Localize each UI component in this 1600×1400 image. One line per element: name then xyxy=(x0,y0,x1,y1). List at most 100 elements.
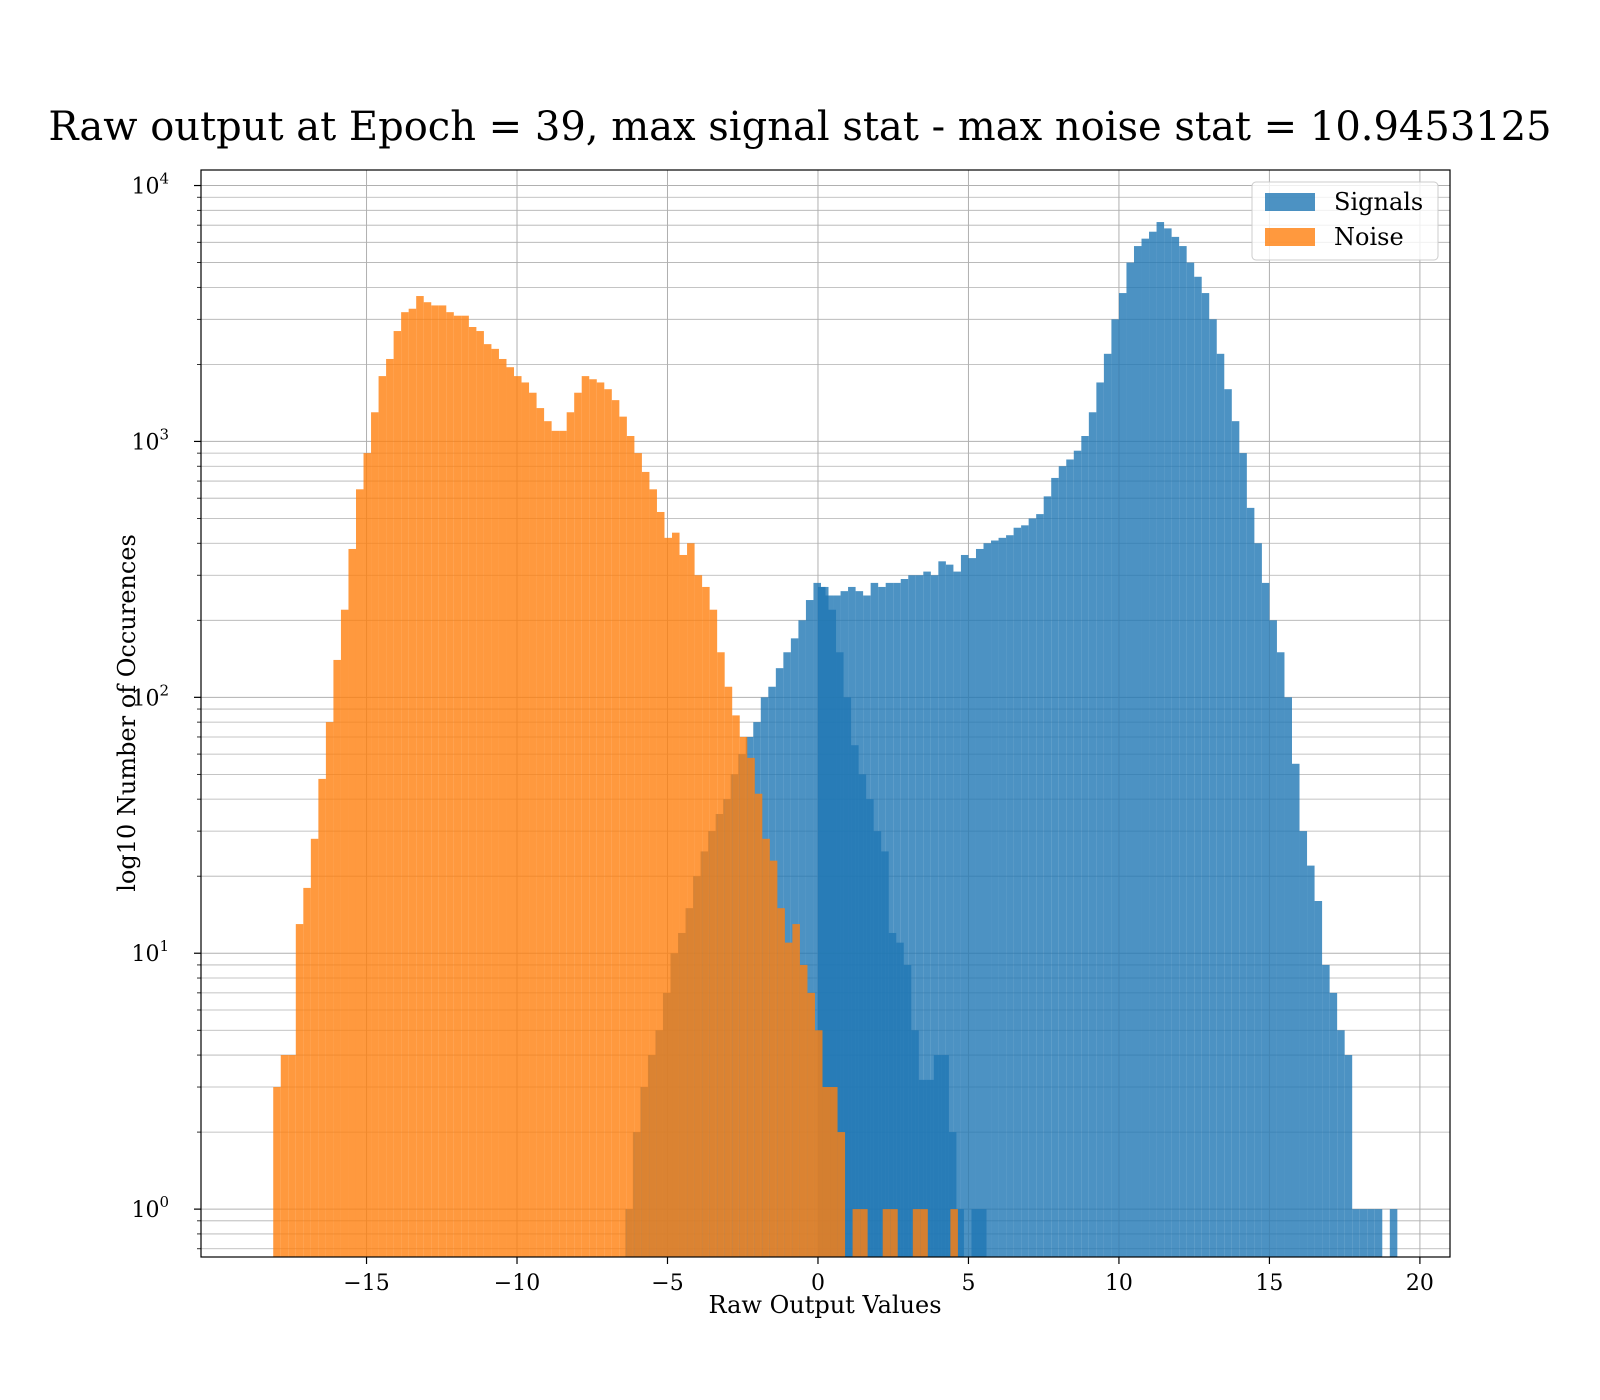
noise-bar xyxy=(890,1209,898,1257)
signals-bar xyxy=(833,595,841,1257)
signals-bar xyxy=(1126,262,1134,1258)
noise-bar xyxy=(483,344,492,1257)
histogram-bars xyxy=(273,222,1398,1258)
signals-bar xyxy=(1374,1209,1383,1257)
noise-bar xyxy=(551,430,560,1257)
noise-bar xyxy=(310,838,319,1257)
noise-bar xyxy=(491,348,499,1257)
x-tick-label: 0 xyxy=(811,1271,825,1296)
signals-bar xyxy=(953,571,961,1257)
signals-bar xyxy=(1329,992,1338,1257)
noise-bar xyxy=(912,1209,921,1257)
noise-bar xyxy=(641,471,650,1257)
y-tick-label: 102 xyxy=(131,681,169,711)
noise-bar xyxy=(318,778,326,1257)
signals-bar xyxy=(915,575,924,1257)
signals-bar xyxy=(1231,421,1240,1258)
noise-bar xyxy=(747,757,755,1257)
signals-bar xyxy=(1359,1209,1368,1257)
signals-bar xyxy=(855,591,864,1257)
signals-bar xyxy=(885,582,894,1257)
chart-title: Raw output at Epoch = 39, max signal sta… xyxy=(48,104,1551,150)
signals-bar xyxy=(960,554,969,1257)
signals-bar xyxy=(1224,389,1232,1257)
noise-bar xyxy=(717,652,725,1257)
noise-bar xyxy=(273,1087,281,1257)
noise-bar xyxy=(461,315,469,1258)
noise-bar xyxy=(950,1209,958,1257)
legend-swatch-noise xyxy=(1265,228,1315,246)
signals-bar xyxy=(817,586,826,1257)
noise-bar xyxy=(401,312,409,1257)
signals-bar xyxy=(945,564,954,1257)
noise-bar xyxy=(288,1055,296,1257)
signals-bar xyxy=(908,575,916,1257)
noise-bar xyxy=(468,327,477,1257)
noise-bar xyxy=(702,586,710,1257)
noise-bar xyxy=(393,331,402,1257)
noise-bar xyxy=(860,1209,868,1257)
noise-bar xyxy=(799,964,808,1257)
noise-bar xyxy=(529,392,537,1257)
noise-bar xyxy=(431,305,439,1257)
noise-bar xyxy=(363,453,372,1257)
signals-bar xyxy=(1194,276,1202,1258)
signals-bar xyxy=(1006,535,1014,1257)
noise-bar xyxy=(280,1055,289,1257)
noise-bar xyxy=(777,908,785,1257)
x-tick-label: −5 xyxy=(651,1271,683,1296)
signals-bar xyxy=(1103,353,1112,1257)
signals-bar xyxy=(1118,293,1127,1257)
noise-bar xyxy=(709,609,718,1257)
noise-bar xyxy=(664,537,673,1257)
noise-bar xyxy=(544,421,552,1258)
signals-bar xyxy=(1261,582,1270,1257)
signals-bar xyxy=(878,586,886,1257)
y-tick-label: 100 xyxy=(131,1193,169,1223)
noise-bar xyxy=(423,302,432,1257)
signals-bar xyxy=(1043,496,1052,1257)
signals-bar xyxy=(900,579,909,1257)
noise-bar xyxy=(656,511,665,1257)
noise-bar xyxy=(754,793,763,1257)
signals-bar xyxy=(805,600,814,1257)
noise-bar xyxy=(340,609,349,1257)
noise-bar xyxy=(581,376,590,1257)
noise-bar xyxy=(739,736,748,1257)
noise-bar xyxy=(611,400,620,1257)
signals-bar xyxy=(1276,652,1285,1257)
axis-ticks: −15 −10 −5 0 5 10 15 20 100 101 102 103 104 xyxy=(131,170,1433,1296)
noise-bar xyxy=(724,686,733,1257)
noise-bar xyxy=(822,1087,831,1257)
signals-bar xyxy=(1179,246,1187,1257)
signals-bar xyxy=(813,582,821,1257)
x-tick-label: −15 xyxy=(343,1271,389,1296)
signals-bar xyxy=(983,543,992,1257)
noise-bar xyxy=(762,838,770,1257)
signals-bar xyxy=(1111,319,1119,1257)
legend-label-noise: Noise xyxy=(1334,223,1404,251)
signals-bar xyxy=(991,540,999,1257)
y-axis-label: log10 Number of Occurences xyxy=(113,534,141,892)
signals-bar xyxy=(1133,246,1142,1257)
signals-bar xyxy=(998,537,1007,1257)
signals-bar xyxy=(1344,1055,1353,1257)
signals-bar xyxy=(1239,453,1247,1257)
noise-bar xyxy=(626,436,635,1257)
noise-bar xyxy=(303,887,311,1257)
noise-bar xyxy=(438,305,447,1257)
noise-bar xyxy=(476,331,484,1257)
noise-bar xyxy=(446,312,454,1257)
signals-bar xyxy=(1314,900,1323,1257)
noise-bar xyxy=(679,554,688,1257)
noise-bar xyxy=(792,924,800,1257)
y-tick-label: 103 xyxy=(131,425,169,455)
plot-frame xyxy=(200,169,1451,1258)
signals-bar xyxy=(870,582,879,1257)
noise-bar xyxy=(521,382,530,1258)
x-tick-label: 20 xyxy=(1406,1271,1434,1296)
noise-bar xyxy=(514,376,522,1257)
noise-bar xyxy=(416,296,424,1257)
y-tick-label: 101 xyxy=(131,937,169,967)
